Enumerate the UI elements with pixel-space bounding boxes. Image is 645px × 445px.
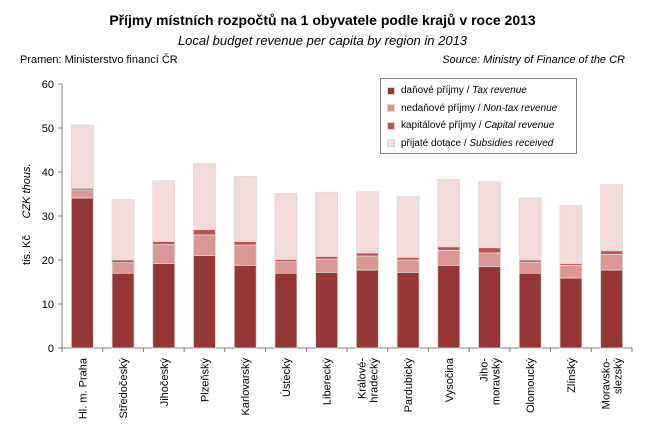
bar-segment-capital (152, 241, 176, 246)
legend-label-subsidies-cz: přijaté dotace / (401, 137, 470, 149)
bar-segment-nontax (274, 261, 298, 274)
y-tick-label: 20 (42, 255, 54, 267)
x-category-label: Jihočeský (159, 358, 171, 407)
bar-segment-nontax (70, 189, 94, 199)
legend-label-capital-en: Capital revenue (484, 120, 555, 132)
x-category-label: Středočeský (118, 358, 130, 419)
bar-segment-nontax (152, 244, 176, 264)
bar-segment-tax (600, 269, 624, 349)
x-category-label: Plzeňský (200, 358, 212, 403)
bar-segment-tax (478, 266, 501, 349)
bar-segment-subsidies (600, 184, 624, 252)
legend-label-nontax-cz: nedaňové příjmy / (401, 102, 484, 114)
bar-segment-nontax (193, 234, 216, 256)
bar-segment-subsidies (193, 163, 216, 231)
legend-label-tax-en: Tax revenue (472, 85, 527, 97)
bar-segment-subsidies (152, 180, 176, 242)
x-category-label: Pardubický (403, 358, 415, 413)
y-axis-title-en: CZK thous. (21, 163, 33, 218)
bar-segment-nontax (355, 255, 379, 271)
bar-segment-nontax (559, 264, 583, 279)
bar-segment-subsidies (315, 191, 339, 257)
legend-label-nontax-en: Non-tax revenue (483, 102, 558, 114)
bar-segment-nontax (233, 244, 257, 266)
y-axis-title: tis. Kč (21, 235, 33, 265)
bar-segment-subsidies (518, 197, 542, 261)
legend-swatch-tax (387, 86, 395, 95)
bar-segment-capital (233, 241, 257, 246)
bar-segment-capital (478, 247, 501, 254)
x-category-label: Králové- (356, 358, 368, 399)
x-category-label: Olomoucký (525, 358, 537, 414)
bar-segment-nontax (396, 259, 420, 273)
source-note-cz: Pramen: Ministerstvo financí ČR (20, 54, 178, 66)
bar-segment-capital (355, 252, 379, 257)
bar-segment-nontax (437, 249, 461, 266)
y-tick-label: 30 (42, 211, 54, 223)
x-category-label: Hl. m. Praha (77, 357, 89, 419)
chart-legend: daňové příjmy / Tax revenue nedaňové pří… (380, 78, 577, 154)
bar-segment-capital (437, 246, 461, 251)
x-category-label: Vysočina (444, 357, 456, 402)
bar-segment-subsidies (478, 181, 501, 249)
chart-title: Příjmy místních rozpočtů na 1 obyvatele … (109, 12, 536, 28)
bar-segment-tax (233, 264, 257, 349)
legend-item-nontax: nedaňové příjmy / Non-tax revenue (387, 100, 576, 118)
bar-segment-tax (111, 272, 135, 349)
bar-segment-tax (193, 255, 216, 349)
x-category-label: Moravsko- (601, 358, 613, 410)
bar-segment-subsidies (233, 175, 257, 242)
bar-segment-tax (274, 272, 298, 349)
bar-segment-subsidies (111, 199, 135, 261)
legend-item-tax: daňové příjmy / Tax revenue (387, 82, 576, 100)
bar-segment-subsidies (559, 205, 583, 264)
bar-segment-tax (152, 263, 176, 349)
source-note-en: Source: Ministry of Finance of the CR (442, 54, 625, 66)
bar-segment-nontax (478, 252, 501, 268)
x-category-label: Zlínský (566, 358, 578, 393)
bar-segment-subsidies (70, 124, 94, 189)
x-category-label: moravský (491, 358, 503, 406)
legend-item-subsidies: přijaté dotace / Subsidies received (387, 135, 576, 153)
bar-segment-tax (315, 271, 339, 349)
bar-segment-subsidies (437, 179, 461, 248)
x-category-label: Jiho- (479, 358, 491, 382)
x-category-label: Ústecký (280, 358, 293, 398)
x-category-label: Karlovarský (240, 358, 252, 416)
legend-label-subsidies-en: Subsidies received (469, 137, 554, 149)
legend-item-capital: kapitálové příjmy / Capital revenue (387, 117, 576, 135)
bar-segment-tax (559, 277, 583, 349)
y-tick-label: 40 (42, 167, 54, 179)
y-tick-label: 10 (42, 299, 54, 311)
chart-subtitle: Local budget revenue per capita by regio… (177, 33, 468, 48)
bar-segment-nontax (315, 258, 339, 273)
y-tick-label: 50 (42, 123, 54, 135)
bar-segment-subsidies (355, 191, 379, 254)
bar-segment-tax (355, 269, 379, 349)
bar-segment-nontax (111, 262, 135, 274)
legend-label-capital-cz: kapitálové příjmy / (401, 120, 485, 132)
bar-segment-capital (600, 250, 624, 255)
bar-segment-tax (396, 271, 420, 349)
y-tick-label: 60 (42, 79, 54, 91)
bar-segment-tax (437, 264, 461, 349)
bar-segment-tax (518, 272, 542, 349)
bar-segment-nontax (518, 261, 542, 274)
legend-swatch-nontax (387, 104, 395, 113)
x-category-label: Liberecký (322, 358, 334, 406)
x-category-label: hradecký (368, 358, 380, 403)
y-tick-label: 0 (48, 343, 54, 355)
bar-segment-tax (70, 197, 94, 349)
legend-label-tax-cz: daňové příjmy / (401, 85, 473, 97)
x-category-label: slezský (613, 358, 625, 395)
bar-segment-subsidies (396, 196, 420, 258)
legend-swatch-subsidies (387, 139, 395, 148)
bar-segment-capital (193, 229, 216, 236)
bar-segment-nontax (600, 253, 624, 271)
legend-swatch-capital (387, 121, 395, 130)
bar-segment-subsidies (274, 193, 298, 260)
